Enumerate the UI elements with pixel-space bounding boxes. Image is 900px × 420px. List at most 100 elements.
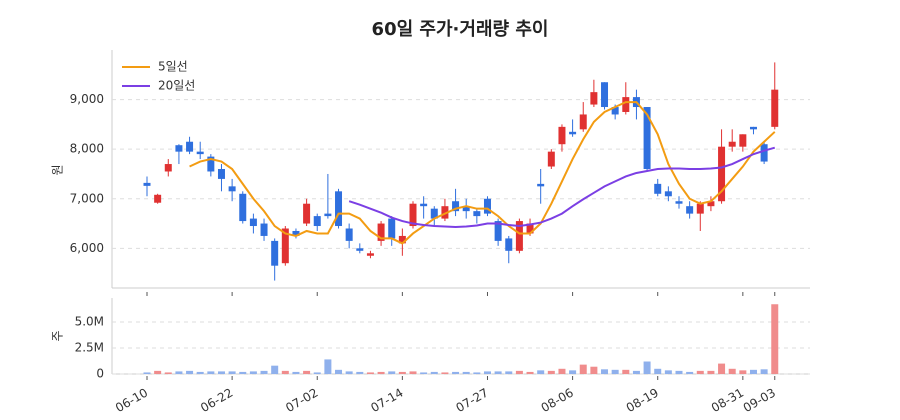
candle-body [622, 97, 630, 112]
candle-body [345, 228, 353, 241]
candle-body [590, 92, 598, 105]
candle-body [271, 240, 279, 266]
x-tick-label: 07-27 [454, 386, 491, 416]
volume-bar [292, 371, 300, 374]
volume-bar [686, 371, 694, 374]
legend-label: 20일선 [158, 79, 195, 93]
candle-body [771, 89, 779, 127]
volume-bar [154, 370, 162, 374]
candle-body [707, 201, 715, 207]
candle-body [441, 206, 449, 219]
volume-bar [494, 371, 502, 374]
volume-bar [377, 371, 385, 374]
volume-bar [601, 369, 609, 374]
candle-body [739, 134, 747, 147]
candle-body [718, 146, 726, 202]
candle-body [186, 141, 194, 152]
volume-bar [622, 369, 630, 374]
volume-bar [313, 372, 321, 374]
candle-body [292, 230, 300, 236]
y-tick-label: 0 [96, 367, 104, 381]
candle-body [601, 82, 609, 108]
volume-bar [473, 372, 481, 374]
volume-bar [526, 371, 534, 374]
volume-bar [239, 371, 247, 374]
volume-bar [771, 304, 779, 374]
volume-bar [632, 370, 640, 374]
y-tick-label: 6,000 [70, 241, 104, 255]
y-axis-label: 주 [51, 330, 65, 341]
volume-bar [537, 370, 545, 374]
candle-body [664, 191, 672, 197]
candle-body [675, 201, 683, 204]
chart-title: 60일 주가·거래량 추이 [372, 19, 549, 40]
candle-body [728, 141, 736, 147]
x-tick-label: 08-19 [624, 386, 661, 416]
volume-bar [217, 371, 225, 374]
candle-body [462, 206, 470, 212]
candle-body [494, 221, 502, 241]
volume-bar [558, 368, 566, 374]
candle-body [143, 182, 151, 186]
candle-body [537, 183, 545, 187]
volume-bar [228, 371, 236, 374]
candle-body [175, 145, 183, 152]
volume-bar [547, 370, 555, 374]
candle-body [483, 198, 491, 214]
volume-bar [749, 369, 757, 374]
volume-bar [196, 371, 204, 374]
volume-bar [335, 369, 343, 374]
volume-bar [452, 371, 460, 374]
candle-body [430, 208, 438, 219]
candle-body [356, 248, 364, 251]
volume-bar [675, 370, 683, 374]
volume-bar [505, 371, 513, 374]
candle-body [452, 201, 460, 212]
candle-body [696, 203, 704, 214]
volume-bar [186, 370, 194, 374]
volume-bar [356, 371, 364, 374]
y-tick-label: 8,000 [70, 142, 104, 156]
volume-bar [462, 371, 470, 374]
candle-body [547, 151, 555, 167]
volume-bar [409, 371, 417, 374]
volume-bar [366, 372, 374, 374]
candle-body [249, 218, 257, 227]
volume-bar [760, 369, 768, 374]
candle-body [377, 223, 385, 241]
candle-body [154, 194, 162, 203]
candle-body [207, 156, 215, 172]
candle-body [281, 228, 289, 264]
candle-body [313, 216, 321, 227]
volume-bar [420, 372, 428, 374]
volume-bar [249, 371, 257, 374]
candle-body [217, 169, 225, 179]
candle-body [654, 183, 662, 194]
candle-body [366, 253, 374, 256]
volume-bar [654, 368, 662, 374]
candle-body [398, 235, 406, 244]
y-tick-label: 9,000 [70, 92, 104, 106]
ma-line [189, 101, 776, 245]
x-tick-label: 07-14 [368, 386, 405, 416]
volume-bar [696, 370, 704, 374]
volume-bar [483, 371, 491, 374]
volume-bar [260, 370, 268, 374]
candle-body [611, 107, 619, 115]
candle-body [164, 164, 172, 172]
x-tick-label: 06-10 [113, 386, 150, 416]
candle-body [196, 151, 204, 155]
candle-body [335, 191, 343, 227]
candle-body [569, 131, 577, 135]
candle-body [760, 144, 768, 162]
candle-body [420, 203, 428, 207]
volume-bar [728, 368, 736, 374]
volume-bar [739, 370, 747, 374]
volume-bar [303, 370, 311, 374]
y-tick-label: 5.0M [75, 314, 104, 328]
volume-bar [590, 366, 598, 374]
y-axis-label: 원 [51, 164, 65, 175]
volume-bar [143, 372, 151, 374]
volume-bar [281, 370, 289, 374]
